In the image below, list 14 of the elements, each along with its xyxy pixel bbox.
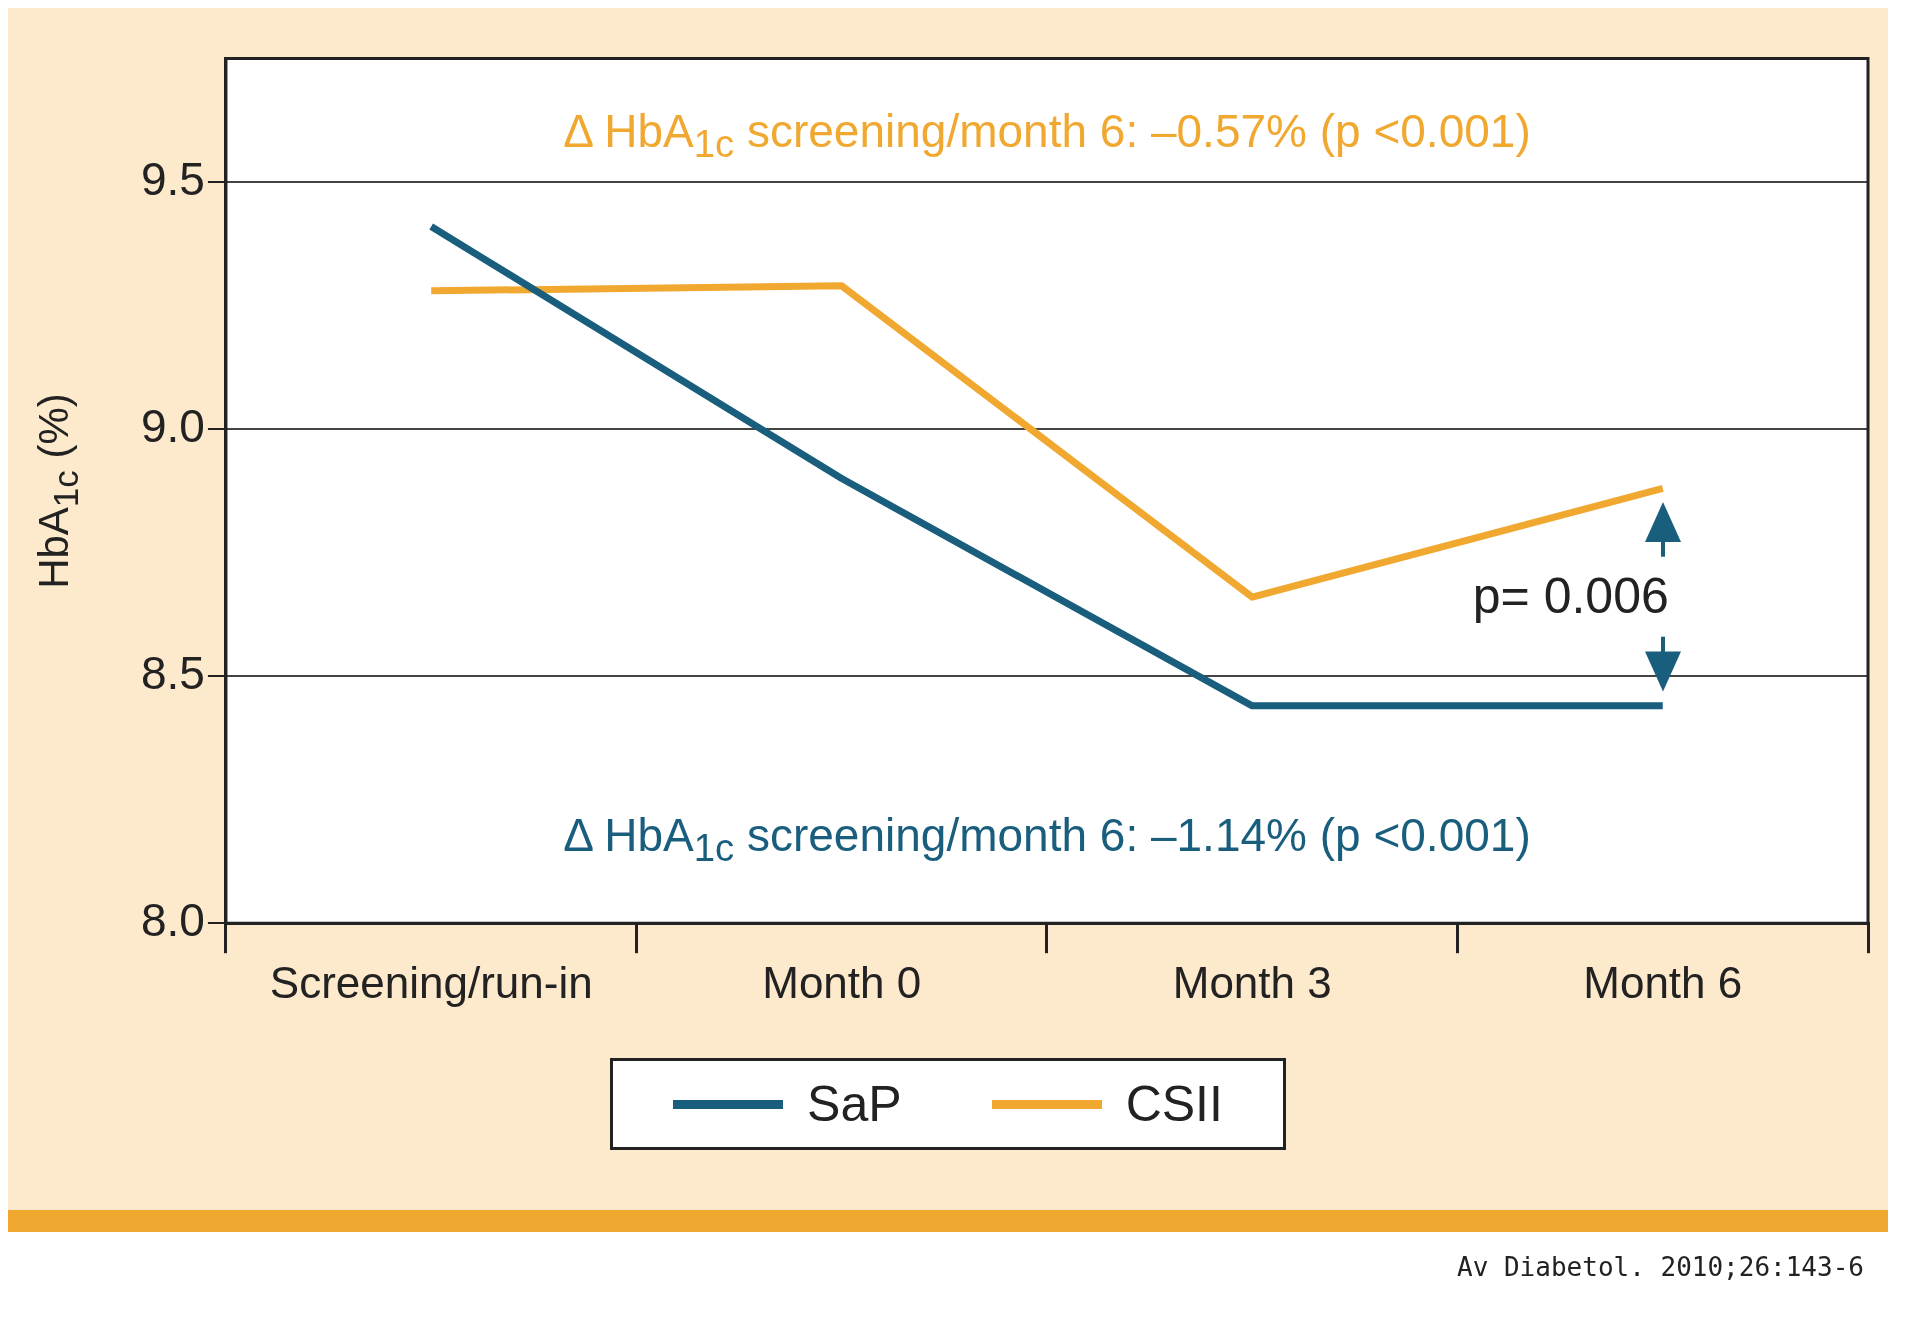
x-tick-label: Month 6 <box>1583 957 1743 1007</box>
annotation: p= 0.006 <box>1472 567 1669 626</box>
annotation: Δ HbA$_{1c}$ screening/month 6: –1.14% (p <0.001) <box>563 808 1531 871</box>
text: Av Diabetol. 2010;26:143-6 <box>8 1232 1888 1312</box>
y-tick-label: 9.0 <box>140 399 205 452</box>
y-tick-label: 8.5 <box>140 646 205 699</box>
legend-label: CSII <box>1125 1075 1223 1133</box>
y-tick-label: 9.5 <box>140 152 205 205</box>
legend-label: SaP <box>807 1075 902 1133</box>
x-tick-label: Month 3 <box>1172 957 1332 1007</box>
x-tick-label: Month 0 <box>762 957 922 1007</box>
x-tick-label: Screening/run-in <box>269 957 593 1007</box>
annotation: Δ HbA$_{1c}$ screening/month 6: –0.57% (p <0.001) <box>563 103 1531 166</box>
y-tick-label: 8.0 <box>140 893 205 946</box>
